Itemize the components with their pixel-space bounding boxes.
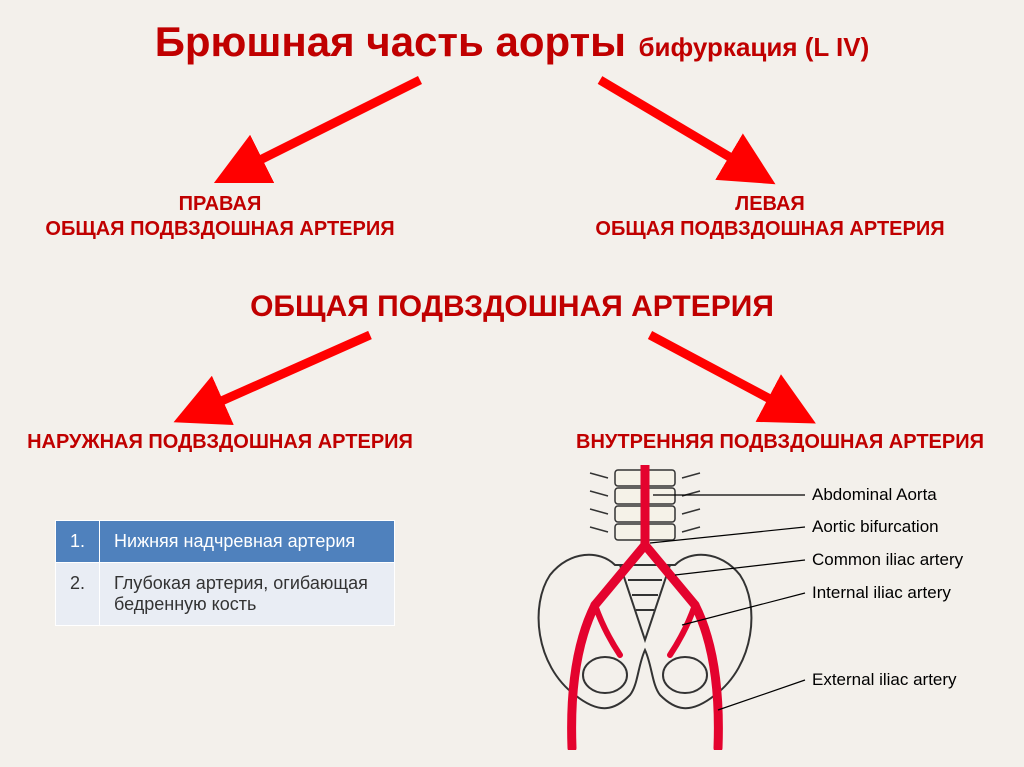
anat-label-internal-iliac: Internal iliac artery [812, 583, 951, 603]
branch-top-right-line1: ЛЕВАЯ [735, 193, 805, 215]
table-cell-num: 2. [56, 563, 100, 626]
branch-top-left-line2: ОБЩАЯ ПОДВЗДОШНАЯ АРТЕРИЯ [45, 218, 394, 240]
anat-label-external-iliac: External iliac artery [812, 670, 957, 690]
table-cell-text: Глубокая артерия, огибающая бедренную ко… [100, 563, 395, 626]
branch-top-left-line1: ПРАВАЯ [179, 193, 262, 215]
anat-label-aortic-bifurcation: Aortic bifurcation [812, 517, 939, 537]
external-iliac-branches-table: 1. Нижняя надчревная артерия 2. Глубокая… [55, 520, 395, 626]
anat-label-common-iliac: Common iliac artery [812, 550, 963, 570]
branch-bot-left: НАРУЖНАЯ ПОДВЗДОШНАЯ АРТЕРИЯ [20, 430, 420, 455]
section-title: ОБЩАЯ ПОДВЗДОШНАЯ АРТЕРИЯ [0, 290, 1024, 324]
anatomy-figure: Abdominal Aorta Aortic bifurcation Commo… [520, 465, 1000, 750]
table-cell-text: Нижняя надчревная артерия [100, 521, 395, 563]
anat-label-abdominal-aorta: Abdominal Aorta [812, 485, 937, 505]
branch-top-left: ПРАВАЯ ОБЩАЯ ПОДВЗДОШНАЯ АРТЕРИЯ [40, 192, 400, 242]
branch-top-right: ЛЕВАЯ ОБЩАЯ ПОДВЗДОШНАЯ АРТЕРИЯ [570, 192, 970, 242]
table-row: 1. Нижняя надчревная артерия [56, 521, 395, 563]
table-cell-num: 1. [56, 521, 100, 563]
branch-top-right-line2: ОБЩАЯ ПОДВЗДОШНАЯ АРТЕРИЯ [595, 218, 944, 240]
table-row: 2. Глубокая артерия, огибающая бедренную… [56, 563, 395, 626]
branch-bot-right: ВНУТРЕННЯЯ ПОДВЗДОШНАЯ АРТЕРИЯ [560, 430, 1000, 455]
